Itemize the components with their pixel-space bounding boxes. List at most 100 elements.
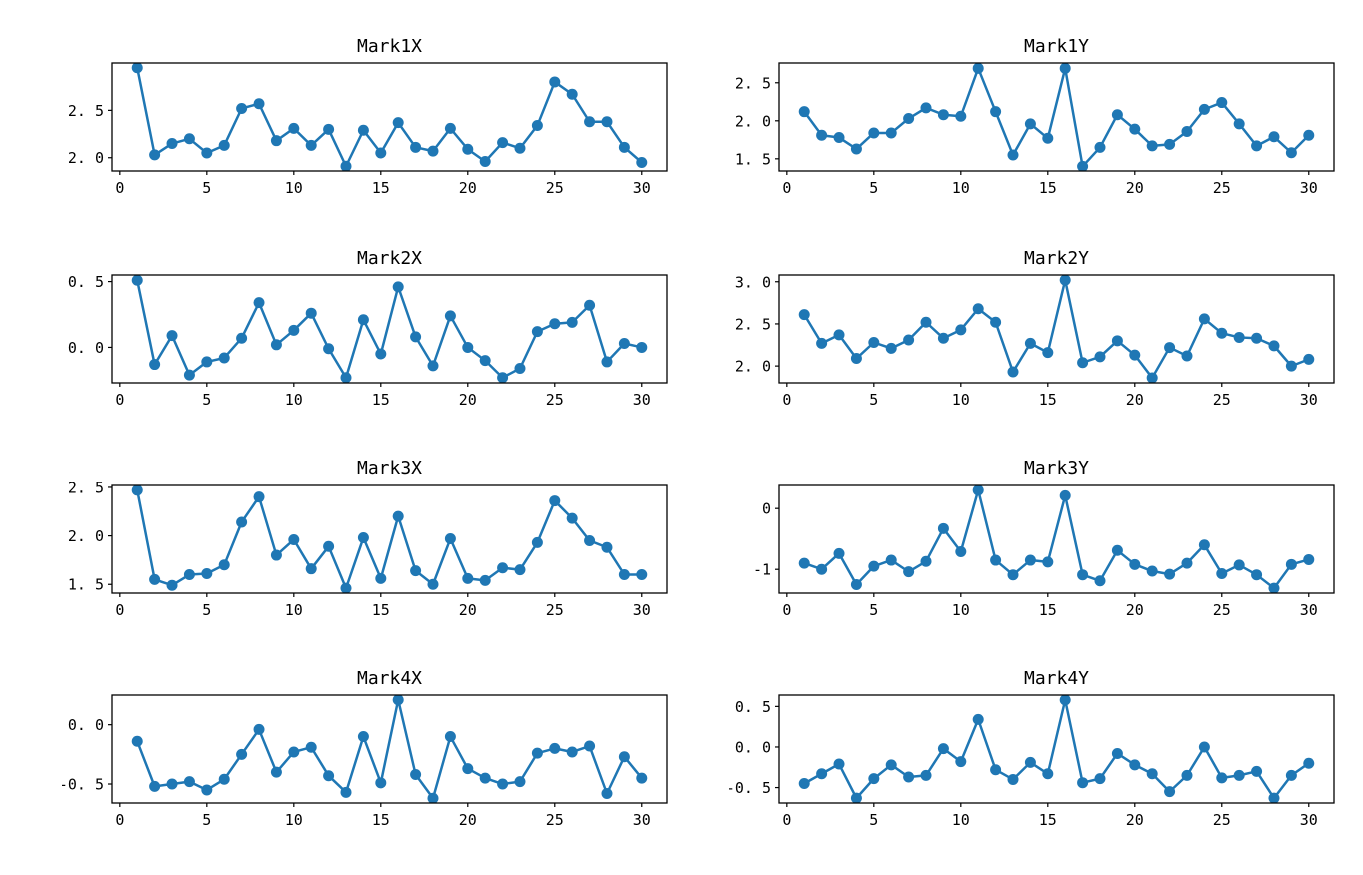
data-point <box>462 341 474 353</box>
x-tick-label: 10 <box>952 391 970 409</box>
data-point <box>514 142 526 154</box>
data-point <box>972 485 984 496</box>
data-point <box>305 563 317 575</box>
data-point <box>340 160 352 171</box>
data-point <box>1129 123 1141 135</box>
axis-frame <box>111 274 668 384</box>
x-tick-label: 25 <box>546 179 564 197</box>
data-point <box>375 572 387 584</box>
x-tick-label: 20 <box>1126 601 1144 619</box>
data-point <box>236 102 248 114</box>
mark1y-line-chart: 0 5 10 15 20 25 30 1. 5 2. 0 2. 5 <box>735 62 1335 197</box>
x-tick-label: 20 <box>459 179 477 197</box>
data-point <box>1181 350 1193 362</box>
data-point <box>1111 109 1123 121</box>
data-point <box>410 331 422 343</box>
data-point <box>1181 557 1193 569</box>
data-point <box>1181 769 1193 781</box>
data-point <box>1111 335 1123 347</box>
data-point <box>1024 554 1036 566</box>
data-point <box>1094 773 1106 785</box>
data-point <box>1233 559 1245 571</box>
x-tick-label: 25 <box>1213 601 1231 619</box>
data-point <box>1111 544 1123 556</box>
data-point <box>1024 337 1036 349</box>
data-point <box>253 491 265 503</box>
x-tick-label: 30 <box>1300 601 1318 619</box>
data-point <box>1181 125 1193 137</box>
data-point <box>444 310 456 322</box>
data-point <box>1251 569 1263 581</box>
chart-title-mark2x: Mark2X <box>356 248 423 269</box>
subplot-mark2x: Mark2X 0 5 10 15 20 25 30 0. 0 0. 5 <box>62 247 702 432</box>
data-point <box>955 546 967 558</box>
data-point <box>253 297 265 309</box>
x-tick-label: 20 <box>1126 179 1144 197</box>
data-point <box>1164 568 1176 580</box>
data-point <box>1077 569 1089 581</box>
data-point <box>288 122 300 134</box>
data-point <box>636 156 648 168</box>
x-tick-label: 30 <box>633 601 651 619</box>
data-point <box>850 578 862 590</box>
data-point <box>149 780 161 792</box>
data-point <box>868 773 880 785</box>
x-tick-label: 30 <box>1300 811 1318 829</box>
subplot-mark4y: Mark4Y 0 5 10 15 20 25 30 -0. 5 0. 0 0. 5 <box>729 667 1363 852</box>
y-tick-label: 0 <box>762 500 771 518</box>
data-point <box>166 778 178 790</box>
data-point <box>462 572 474 584</box>
data-point <box>1164 786 1176 798</box>
data-point <box>340 372 352 383</box>
data-point <box>131 735 143 747</box>
data-point <box>1216 567 1228 579</box>
data-line <box>803 488 1310 590</box>
y-tick-label: 0. 5 <box>68 273 104 291</box>
data-point <box>149 149 161 161</box>
axis-frame <box>778 62 1335 172</box>
data-point <box>1111 747 1123 759</box>
data-series <box>798 695 1315 803</box>
data-point <box>816 563 828 575</box>
data-point <box>1285 147 1297 159</box>
data-point <box>1233 118 1245 130</box>
data-point <box>850 792 862 803</box>
data-point <box>270 135 282 147</box>
y-tick-label: 1. 5 <box>735 150 771 168</box>
subplot-mark4x: Mark4X 0 5 10 15 20 25 30 -0. 5 0. 0 <box>62 667 702 852</box>
chart-title-mark2y: Mark2Y <box>1023 248 1090 269</box>
x-tick-label: 0 <box>782 391 791 409</box>
data-point <box>1268 340 1280 352</box>
data-point <box>833 329 845 341</box>
data-point <box>131 275 143 286</box>
data-point <box>323 770 335 782</box>
data-point <box>1059 489 1071 501</box>
data-point <box>1216 97 1228 109</box>
x-tick-label: 5 <box>869 601 878 619</box>
y-tick-label: 2. 0 <box>68 527 104 545</box>
x-tick-label: 5 <box>202 811 211 829</box>
data-point <box>305 741 317 753</box>
x-tick-label: 25 <box>1213 811 1231 829</box>
data-point <box>972 63 984 74</box>
data-point <box>850 353 862 365</box>
data-point <box>270 766 282 778</box>
x-tick-label: 5 <box>869 811 878 829</box>
y-tick-label: 1. 5 <box>68 576 104 594</box>
chart-title-mark4y: Mark4Y <box>1023 668 1090 689</box>
data-point <box>357 532 369 544</box>
data-line <box>803 67 1310 168</box>
x-tick-label: 25 <box>546 601 564 619</box>
data-point <box>990 106 1002 118</box>
x-tick-label: 5 <box>869 391 878 409</box>
data-series <box>131 485 648 593</box>
data-point <box>131 63 143 74</box>
y-tick-label: 2. 0 <box>68 149 104 167</box>
x-tick-label: 20 <box>459 391 477 409</box>
data-line <box>803 278 1310 380</box>
data-point <box>236 748 248 760</box>
data-point <box>920 102 932 114</box>
data-point <box>1303 553 1315 565</box>
data-point <box>288 746 300 758</box>
